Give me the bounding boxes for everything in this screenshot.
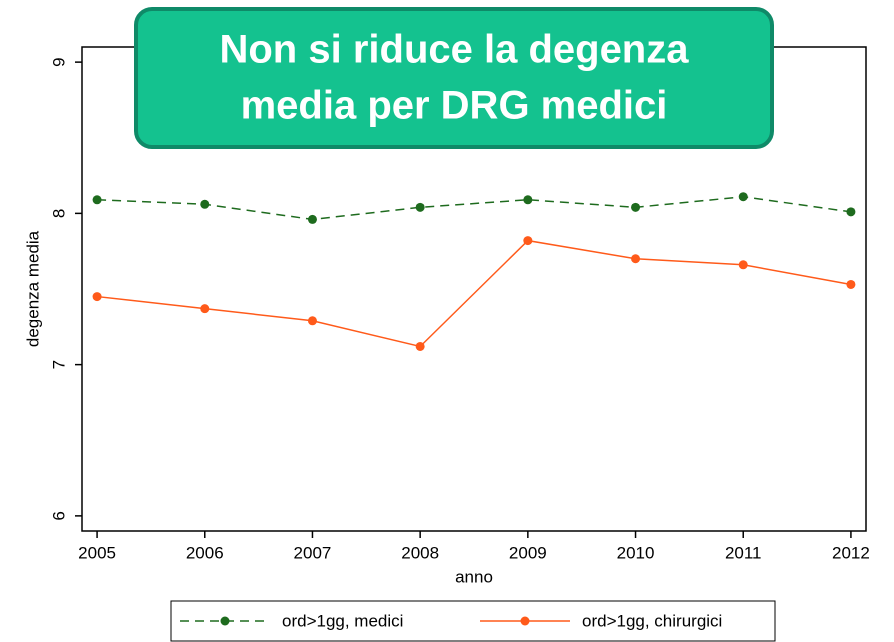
x-tick-label: 2008 (401, 543, 439, 562)
x-tick-label: 2009 (509, 543, 547, 562)
series-line (96, 239, 852, 348)
legend-label: ord>1gg, chirurgici (582, 611, 722, 630)
series-line (97, 195, 852, 221)
point (631, 202, 641, 212)
x-tick-label: 2006 (186, 543, 224, 562)
point (631, 254, 641, 264)
point (200, 304, 210, 314)
x-tick-label: 2011 (725, 543, 762, 562)
point (738, 192, 748, 202)
y-axis-label: degenza media (23, 230, 42, 347)
legend-marker (520, 616, 530, 626)
point (415, 341, 425, 351)
point (523, 236, 533, 246)
y-tick-label: 7 (49, 360, 68, 369)
point (307, 316, 317, 326)
legend-marker (220, 616, 230, 626)
x-tick-label: 2012 (832, 543, 870, 562)
x-axis-label: anno (455, 567, 493, 586)
point (415, 202, 425, 212)
x-tick-label: 2010 (617, 543, 655, 562)
point (738, 260, 748, 270)
x-tick-label: 2005 (78, 543, 116, 562)
y-tick-label: 6 (49, 511, 68, 520)
x-tick-label: 2007 (294, 543, 332, 562)
point (846, 207, 856, 217)
point (846, 279, 856, 289)
title-box (134, 7, 774, 149)
point (307, 214, 317, 224)
legend-box (170, 600, 776, 642)
point (92, 292, 102, 302)
y-tick-label: 8 (49, 209, 68, 218)
legend-label: ord>1gg, medici (282, 611, 403, 630)
chart-title: Non si riduce la degenza (219, 28, 689, 72)
point (523, 195, 533, 205)
point (200, 199, 210, 209)
point (92, 195, 102, 205)
chart-title: media per DRG medici (241, 84, 668, 128)
y-tick-label: 9 (49, 57, 68, 66)
